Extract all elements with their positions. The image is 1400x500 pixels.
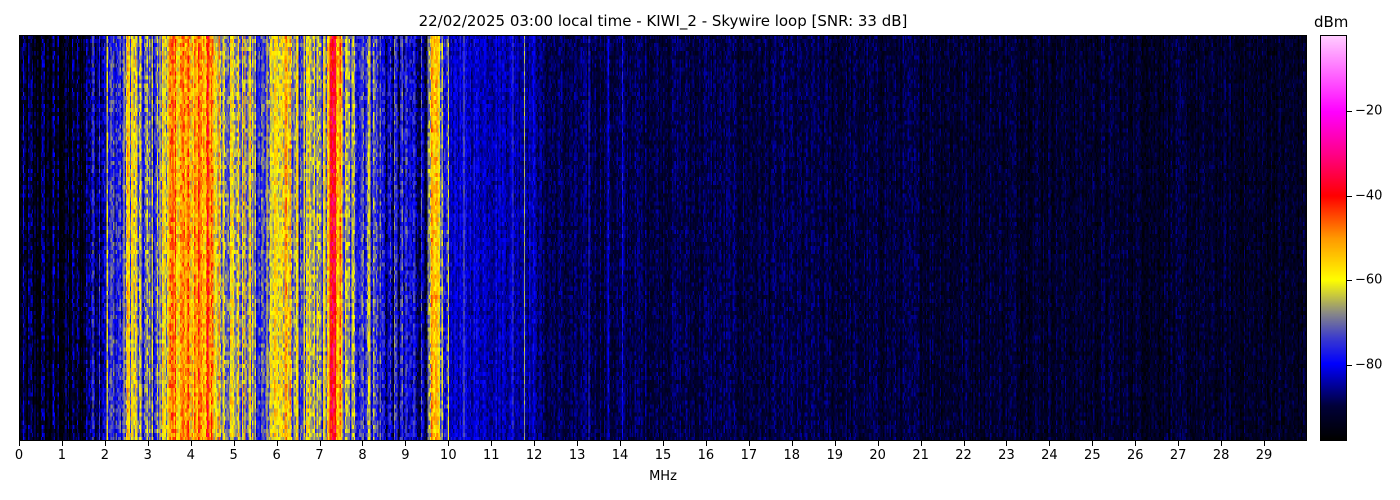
- colorbar-tick-mark: [1347, 195, 1352, 197]
- x-tick-mark: [834, 441, 836, 446]
- x-tick-label: 26: [1126, 448, 1144, 463]
- x-tick-label: 18: [783, 448, 801, 463]
- x-tick-label: 22: [955, 448, 972, 463]
- colorbar-tick-label: −60: [1355, 272, 1383, 288]
- x-tick-label: 17: [740, 448, 758, 463]
- x-tick-mark: [1221, 441, 1223, 446]
- x-tick-label: 16: [697, 448, 715, 463]
- x-tick-mark: [791, 441, 793, 446]
- x-tick-mark: [319, 441, 321, 446]
- x-tick-mark: [276, 441, 278, 446]
- colorbar-label: dBm: [1314, 13, 1349, 31]
- x-tick-mark: [19, 441, 20, 446]
- x-tick-mark: [1092, 441, 1094, 446]
- x-tick-label: 10: [440, 448, 457, 463]
- x-tick-mark: [233, 441, 235, 446]
- x-tick-label: 2: [100, 448, 109, 463]
- x-tick-mark: [491, 441, 493, 446]
- x-tick-mark: [1006, 441, 1008, 446]
- x-tick-label: 13: [568, 448, 586, 463]
- x-tick-mark: [705, 441, 707, 446]
- x-tick-mark: [920, 441, 922, 446]
- x-tick-label: 1: [57, 448, 67, 463]
- x-tick-mark: [663, 441, 664, 446]
- colorbar-tick-mark: [1347, 280, 1352, 282]
- x-tick-label: 27: [1169, 448, 1187, 463]
- x-tick-label: 21: [912, 448, 929, 463]
- x-tick-mark: [963, 441, 965, 446]
- x-tick-label: 23: [998, 448, 1015, 463]
- x-tick-mark: [104, 441, 106, 446]
- x-tick-label: 14: [611, 448, 629, 463]
- x-tick-label: 11: [482, 448, 500, 463]
- x-tick-label: 3: [143, 448, 152, 463]
- x-tick-label: 6: [272, 448, 281, 463]
- x-tick-label: 24: [1041, 448, 1058, 463]
- colorbar-tick-mark: [1347, 111, 1352, 113]
- x-tick-mark: [448, 441, 450, 446]
- colorbar-tick-label: −20: [1355, 103, 1383, 119]
- x-tick-mark: [362, 441, 364, 446]
- x-tick-label: 15: [654, 448, 672, 463]
- x-tick-mark: [405, 441, 407, 446]
- x-tick-label: 9: [401, 448, 410, 463]
- x-tick-label: 20: [869, 448, 886, 463]
- colorbar-tick-label: −40: [1355, 188, 1383, 204]
- x-tick-label: 29: [1255, 448, 1273, 463]
- x-tick-mark: [577, 441, 579, 446]
- x-tick-label: 7: [315, 448, 324, 463]
- x-tick-mark: [61, 441, 63, 446]
- x-tick-mark: [620, 441, 622, 446]
- x-tick-mark: [190, 441, 192, 446]
- x-tick-mark: [748, 441, 750, 446]
- colorbar-tick-mark: [1347, 364, 1352, 366]
- x-tick-label: 28: [1212, 448, 1230, 463]
- x-tick-label: 5: [229, 448, 238, 463]
- x-tick-label: 8: [358, 448, 367, 463]
- x-tick-label: 0: [14, 448, 24, 463]
- colorbar: [1320, 35, 1347, 441]
- plot-frame: [19, 35, 1307, 441]
- x-tick-mark: [534, 441, 536, 446]
- x-tick-label: 4: [186, 448, 195, 463]
- chart-title: 22/02/2025 03:00 local time - KIWI_2 - S…: [418, 12, 908, 30]
- x-tick-label: 19: [826, 448, 843, 463]
- x-tick-label: 25: [1084, 448, 1101, 463]
- x-axis-label: MHz: [649, 469, 677, 484]
- x-tick-mark: [1135, 441, 1137, 446]
- x-tick-mark: [877, 441, 879, 446]
- waterfall-heatmap: [19, 35, 1307, 441]
- x-tick-mark: [1264, 441, 1266, 446]
- x-tick-label: 12: [525, 448, 543, 463]
- x-tick-mark: [147, 441, 149, 446]
- x-tick-mark: [1049, 441, 1051, 446]
- x-tick-mark: [1178, 441, 1180, 446]
- colorbar-tick-label: −80: [1355, 357, 1383, 373]
